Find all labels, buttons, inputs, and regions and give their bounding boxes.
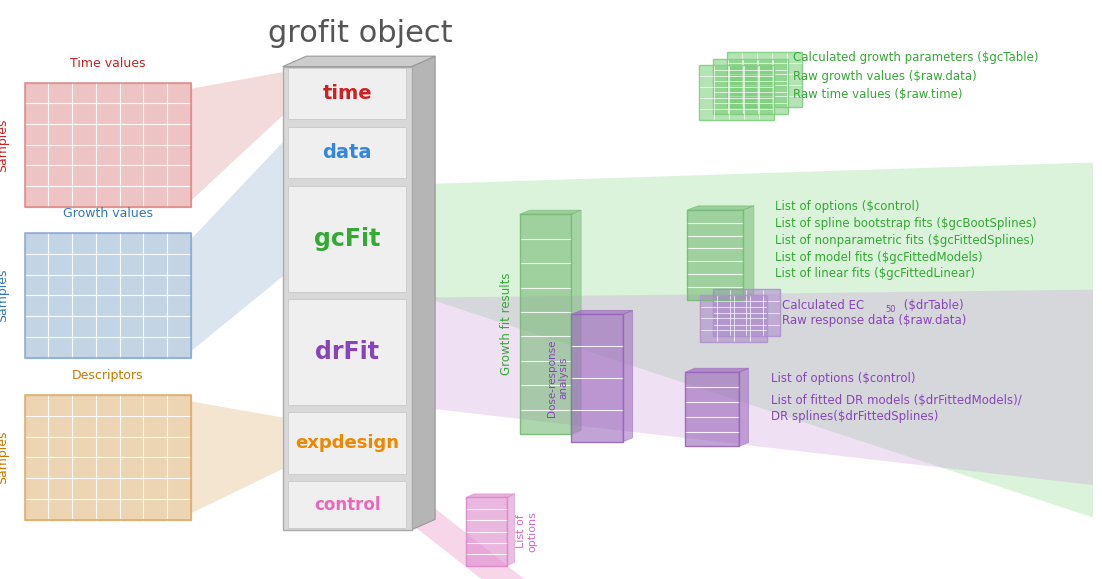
Text: Dose-response
analysis: Dose-response analysis bbox=[547, 339, 569, 417]
Bar bbox=[685, 372, 739, 446]
Polygon shape bbox=[466, 494, 515, 497]
Bar bbox=[466, 497, 507, 566]
Polygon shape bbox=[685, 368, 748, 372]
Text: List of fitted DR models ($drFittedModels)/: List of fitted DR models ($drFittedModel… bbox=[771, 394, 1022, 407]
Text: List of spline bootstrap fits ($gcBootSplines): List of spline bootstrap fits ($gcBootSp… bbox=[776, 217, 1037, 230]
Text: Growth fit results: Growth fit results bbox=[499, 273, 512, 376]
Bar bbox=[688, 210, 743, 300]
Polygon shape bbox=[411, 56, 435, 530]
Bar bbox=[713, 289, 780, 336]
Polygon shape bbox=[743, 206, 754, 300]
Polygon shape bbox=[739, 368, 748, 446]
Polygon shape bbox=[411, 290, 1102, 486]
Bar bbox=[24, 83, 191, 207]
Bar bbox=[727, 53, 802, 108]
Polygon shape bbox=[411, 162, 1102, 521]
Text: DR splines($drFittedSplines): DR splines($drFittedSplines) bbox=[771, 411, 939, 423]
Text: Raw growth values ($raw.data): Raw growth values ($raw.data) bbox=[792, 70, 976, 83]
Bar bbox=[24, 233, 191, 357]
Bar bbox=[713, 289, 780, 336]
Polygon shape bbox=[191, 142, 283, 351]
Bar bbox=[700, 65, 775, 120]
Bar bbox=[288, 186, 407, 292]
Polygon shape bbox=[572, 210, 581, 434]
Polygon shape bbox=[191, 401, 283, 514]
Text: expdesign: expdesign bbox=[295, 434, 399, 452]
Text: data: data bbox=[323, 143, 371, 162]
Polygon shape bbox=[688, 206, 754, 210]
Text: List of linear fits ($gcFittedLinear): List of linear fits ($gcFittedLinear) bbox=[776, 267, 975, 280]
Text: control: control bbox=[314, 496, 380, 514]
Text: ($drTable): ($drTable) bbox=[900, 299, 963, 312]
Polygon shape bbox=[520, 210, 581, 214]
Bar bbox=[24, 233, 191, 357]
Bar bbox=[520, 214, 572, 434]
Bar bbox=[727, 53, 802, 108]
Text: List of options ($control): List of options ($control) bbox=[771, 372, 916, 385]
Bar bbox=[283, 67, 411, 530]
Bar bbox=[572, 314, 623, 442]
Text: grofit object: grofit object bbox=[268, 19, 452, 47]
Text: Time values: Time values bbox=[71, 57, 145, 70]
Polygon shape bbox=[411, 490, 525, 579]
Bar bbox=[700, 295, 767, 342]
Text: Raw response data ($raw.data): Raw response data ($raw.data) bbox=[782, 314, 966, 327]
Text: List of
options: List of options bbox=[516, 511, 537, 552]
Bar bbox=[520, 214, 572, 434]
Polygon shape bbox=[623, 310, 633, 442]
Bar bbox=[24, 83, 191, 207]
Text: time: time bbox=[322, 85, 372, 103]
Bar bbox=[700, 65, 775, 120]
Bar bbox=[700, 295, 767, 342]
Text: Descriptors: Descriptors bbox=[72, 369, 143, 382]
Text: Samples: Samples bbox=[0, 269, 10, 322]
Bar bbox=[466, 497, 507, 566]
Bar bbox=[24, 395, 191, 520]
Polygon shape bbox=[283, 56, 435, 67]
Bar bbox=[572, 314, 623, 442]
Bar bbox=[24, 395, 191, 520]
Bar bbox=[288, 481, 407, 528]
Bar bbox=[688, 210, 743, 300]
Text: Samples: Samples bbox=[0, 118, 10, 171]
Text: Raw time values ($raw.time): Raw time values ($raw.time) bbox=[792, 89, 962, 101]
Polygon shape bbox=[507, 494, 515, 566]
Text: Growth values: Growth values bbox=[63, 207, 153, 220]
Text: List of nonparametric fits ($gcFittedSplines): List of nonparametric fits ($gcFittedSpl… bbox=[776, 234, 1035, 247]
Bar bbox=[713, 59, 788, 113]
Bar bbox=[685, 372, 739, 446]
Text: Calculated EC: Calculated EC bbox=[782, 299, 864, 312]
Text: Calculated growth parameters ($gcTable): Calculated growth parameters ($gcTable) bbox=[792, 52, 1038, 64]
Bar bbox=[288, 68, 407, 119]
Text: drFit: drFit bbox=[315, 340, 379, 364]
Text: List of model fits ($gcFittedModels): List of model fits ($gcFittedModels) bbox=[776, 251, 983, 263]
Polygon shape bbox=[191, 72, 283, 201]
Text: List of options ($control): List of options ($control) bbox=[776, 200, 920, 213]
Bar bbox=[288, 412, 407, 474]
Polygon shape bbox=[572, 310, 633, 314]
Text: 50: 50 bbox=[885, 305, 896, 314]
Bar bbox=[713, 59, 788, 113]
Text: gcFit: gcFit bbox=[314, 227, 380, 251]
Bar bbox=[288, 299, 407, 405]
Bar bbox=[288, 127, 407, 178]
Text: Samples: Samples bbox=[0, 431, 10, 484]
